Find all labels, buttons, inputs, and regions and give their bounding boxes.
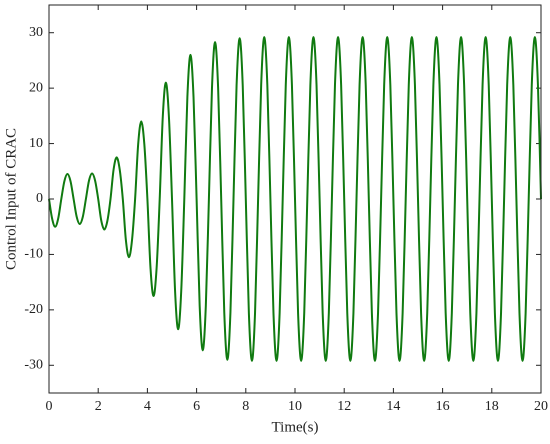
x-tick-label: 10 (288, 399, 302, 414)
x-tick-label: 0 (46, 399, 53, 414)
x-axis-label: Time(s) (272, 419, 319, 435)
x-tick-label: 16 (436, 399, 450, 414)
y-tick-label: -20 (24, 302, 43, 317)
x-tick-label: 8 (242, 399, 249, 414)
y-tick-label: 30 (29, 25, 43, 40)
x-tick-label: 18 (485, 399, 499, 414)
y-tick-label: 20 (29, 80, 43, 95)
y-axis-label: Control Input of CRAC (3, 128, 19, 270)
y-tick-label: 0 (36, 191, 43, 206)
y-tick-label: -30 (24, 358, 43, 373)
y-tick-label: 10 (29, 136, 43, 151)
x-tick-label: 12 (337, 399, 351, 414)
x-tick-label: 14 (386, 399, 400, 414)
plot-frame (48, 4, 542, 394)
y-tick-label: -10 (24, 247, 43, 262)
x-tick-label: 20 (534, 399, 548, 414)
x-tick-label: 4 (144, 399, 151, 414)
x-tick-label: 2 (95, 399, 102, 414)
x-tick-label: 6 (193, 399, 200, 414)
data-line (48, 36, 542, 362)
